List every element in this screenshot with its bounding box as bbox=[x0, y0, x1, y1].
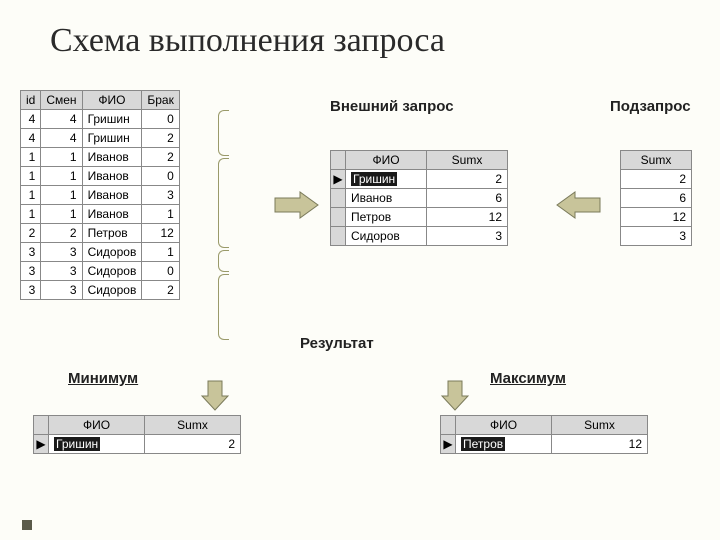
col-header: Sumx bbox=[621, 151, 692, 170]
brace-4 bbox=[218, 274, 229, 340]
brace-2 bbox=[218, 158, 229, 248]
sub-table: Sumx26123 bbox=[620, 150, 692, 246]
table-row: Сидоров3 bbox=[331, 227, 508, 246]
table-row: 11Иванов1 bbox=[21, 205, 180, 224]
table-row: 11Иванов3 bbox=[21, 186, 180, 205]
table-row: 33Сидоров1 bbox=[21, 243, 180, 262]
label-max: Максимум bbox=[490, 370, 566, 387]
arrow-left-1 bbox=[555, 190, 605, 220]
table-row: 44Гришин2 bbox=[21, 129, 180, 148]
label-result: Результат bbox=[300, 335, 374, 352]
table-row: 11Иванов2 bbox=[21, 148, 180, 167]
table-row: 33Сидоров0 bbox=[21, 262, 180, 281]
table-row: ▶Петров12 bbox=[441, 435, 648, 454]
table-row: 22Петров12 bbox=[21, 224, 180, 243]
col-header: Смен bbox=[41, 91, 82, 110]
max-table: ФИОSumx▶Петров12 bbox=[440, 415, 648, 454]
col-header: ФИО bbox=[346, 151, 427, 170]
col-header: id bbox=[21, 91, 41, 110]
outer-table: ФИОSumx▶Гришин2Иванов6Петров12Сидоров3 bbox=[330, 150, 508, 246]
label-outer: Внешний запрос bbox=[330, 98, 454, 115]
min-table: ФИОSumx▶Гришин2 bbox=[33, 415, 241, 454]
table-row: 6 bbox=[621, 189, 692, 208]
label-min: Минимум bbox=[68, 370, 138, 387]
arrow-down-2 bbox=[440, 378, 470, 413]
table-row: ▶Гришин2 bbox=[331, 170, 508, 189]
table-row: ▶Гришин2 bbox=[34, 435, 241, 454]
arrow-down-1 bbox=[200, 378, 230, 413]
table-row: 12 bbox=[621, 208, 692, 227]
table-row: 3 bbox=[621, 227, 692, 246]
col-header: ФИО bbox=[82, 91, 142, 110]
arrow-right-1 bbox=[270, 190, 320, 220]
table-row: 2 bbox=[621, 170, 692, 189]
label-sub: Подзапрос bbox=[610, 98, 691, 115]
table-row: Петров12 bbox=[331, 208, 508, 227]
col-header: Брак bbox=[142, 91, 179, 110]
table-row: 44Гришин0 bbox=[21, 110, 180, 129]
col-header: Sumx bbox=[427, 151, 508, 170]
page-title: Схема выполнения запроса bbox=[50, 22, 445, 60]
table-row: 11Иванов0 bbox=[21, 167, 180, 186]
brace-3 bbox=[218, 250, 229, 272]
table-row: Иванов6 bbox=[331, 189, 508, 208]
brace-1 bbox=[218, 110, 229, 156]
table-row: 33Сидоров2 bbox=[21, 281, 180, 300]
source-table: idСменФИОБрак44Гришин044Гришин211Иванов2… bbox=[20, 90, 180, 300]
footer-marker bbox=[22, 520, 32, 530]
